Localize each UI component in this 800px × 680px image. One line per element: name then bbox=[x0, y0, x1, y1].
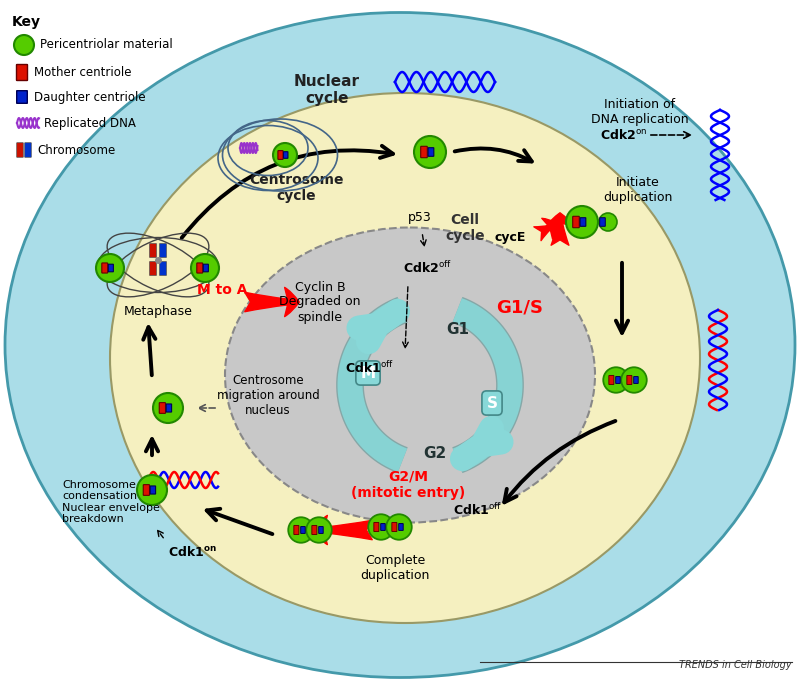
Text: Centrosome
migration around
nucleus: Centrosome migration around nucleus bbox=[217, 373, 319, 416]
FancyBboxPatch shape bbox=[634, 377, 638, 384]
Text: Chromosome
condensation
Nuclear envelope
breakdown: Chromosome condensation Nuclear envelope… bbox=[62, 479, 160, 524]
Text: Initiate
duplication: Initiate duplication bbox=[603, 176, 673, 204]
Text: Initiation of
DNA replication: Initiation of DNA replication bbox=[591, 98, 689, 126]
FancyBboxPatch shape bbox=[108, 265, 114, 272]
FancyBboxPatch shape bbox=[17, 143, 23, 157]
FancyBboxPatch shape bbox=[150, 486, 155, 494]
Circle shape bbox=[137, 475, 167, 505]
FancyBboxPatch shape bbox=[573, 216, 579, 228]
Text: M: M bbox=[361, 366, 375, 381]
FancyBboxPatch shape bbox=[197, 263, 202, 273]
Text: S: S bbox=[486, 396, 498, 411]
FancyBboxPatch shape bbox=[421, 146, 427, 158]
Circle shape bbox=[153, 393, 183, 423]
Text: Cdk1$^{\rm off}$: Cdk1$^{\rm off}$ bbox=[346, 360, 394, 376]
Circle shape bbox=[191, 254, 219, 282]
Text: Pericentriolar material: Pericentriolar material bbox=[40, 39, 173, 52]
FancyBboxPatch shape bbox=[616, 377, 620, 384]
Ellipse shape bbox=[225, 228, 595, 522]
Text: G1: G1 bbox=[446, 322, 470, 337]
FancyBboxPatch shape bbox=[17, 90, 27, 103]
Ellipse shape bbox=[110, 93, 700, 623]
FancyBboxPatch shape bbox=[102, 263, 108, 273]
FancyBboxPatch shape bbox=[600, 218, 606, 226]
Text: Complete
duplication: Complete duplication bbox=[360, 554, 430, 582]
Text: Nuclear
cycle: Nuclear cycle bbox=[294, 74, 360, 106]
FancyBboxPatch shape bbox=[294, 526, 299, 534]
Ellipse shape bbox=[5, 12, 795, 677]
FancyBboxPatch shape bbox=[398, 524, 403, 530]
Text: Daughter centriole: Daughter centriole bbox=[34, 90, 146, 103]
FancyBboxPatch shape bbox=[278, 150, 283, 159]
FancyBboxPatch shape bbox=[428, 148, 434, 156]
Text: G2: G2 bbox=[423, 445, 446, 460]
FancyBboxPatch shape bbox=[166, 404, 171, 412]
Text: Metaphase: Metaphase bbox=[123, 305, 193, 318]
FancyBboxPatch shape bbox=[392, 522, 397, 532]
FancyBboxPatch shape bbox=[150, 243, 157, 258]
FancyBboxPatch shape bbox=[312, 526, 317, 534]
Circle shape bbox=[273, 143, 297, 167]
Circle shape bbox=[599, 213, 617, 231]
Text: G1/S: G1/S bbox=[497, 299, 543, 317]
Circle shape bbox=[622, 367, 646, 393]
FancyBboxPatch shape bbox=[159, 262, 166, 275]
Text: Cdk1$^{\rm off}$: Cdk1$^{\rm off}$ bbox=[454, 502, 502, 518]
Text: Replicated DNA: Replicated DNA bbox=[44, 116, 136, 129]
Text: $\mathbf{Cdk2}^{\rm on}$: $\mathbf{Cdk2}^{\rm on}$ bbox=[600, 128, 647, 142]
Text: Key: Key bbox=[12, 15, 41, 29]
FancyBboxPatch shape bbox=[318, 526, 323, 533]
Circle shape bbox=[288, 517, 314, 543]
FancyBboxPatch shape bbox=[627, 375, 632, 384]
Circle shape bbox=[414, 136, 446, 168]
FancyBboxPatch shape bbox=[25, 143, 31, 157]
Text: Cdk2$^{\rm off}$: Cdk2$^{\rm off}$ bbox=[403, 260, 453, 276]
Text: Centrosome
cycle: Centrosome cycle bbox=[249, 173, 343, 203]
FancyBboxPatch shape bbox=[283, 152, 288, 158]
FancyBboxPatch shape bbox=[381, 524, 386, 530]
FancyBboxPatch shape bbox=[374, 522, 379, 532]
Text: M to A: M to A bbox=[197, 283, 247, 297]
Circle shape bbox=[368, 514, 394, 540]
Text: TRENDS in Cell Biology: TRENDS in Cell Biology bbox=[679, 660, 792, 670]
Circle shape bbox=[14, 35, 34, 55]
Text: G2/M
(mitotic entry): G2/M (mitotic entry) bbox=[351, 470, 465, 500]
Text: $\mathbf{Cdk1}^{\mathbf{on}}$: $\mathbf{Cdk1}^{\mathbf{on}}$ bbox=[167, 545, 217, 559]
Circle shape bbox=[306, 517, 332, 543]
Text: cycE: cycE bbox=[494, 231, 526, 245]
FancyBboxPatch shape bbox=[159, 403, 166, 413]
Circle shape bbox=[603, 367, 629, 393]
Text: Chromosome: Chromosome bbox=[37, 143, 115, 156]
Text: Cyclin B
Degraded on
spindle: Cyclin B Degraded on spindle bbox=[279, 280, 361, 324]
FancyBboxPatch shape bbox=[301, 526, 306, 533]
FancyBboxPatch shape bbox=[143, 485, 150, 495]
FancyBboxPatch shape bbox=[159, 243, 166, 258]
FancyBboxPatch shape bbox=[609, 375, 614, 384]
Circle shape bbox=[96, 254, 124, 282]
Text: Cell
cycle: Cell cycle bbox=[445, 213, 485, 243]
Circle shape bbox=[566, 206, 598, 238]
Text: Mother centriole: Mother centriole bbox=[34, 66, 131, 79]
FancyBboxPatch shape bbox=[150, 262, 157, 275]
FancyBboxPatch shape bbox=[203, 265, 208, 272]
FancyBboxPatch shape bbox=[17, 65, 27, 80]
Text: p53: p53 bbox=[408, 211, 432, 224]
FancyBboxPatch shape bbox=[580, 218, 586, 226]
Circle shape bbox=[386, 514, 412, 540]
